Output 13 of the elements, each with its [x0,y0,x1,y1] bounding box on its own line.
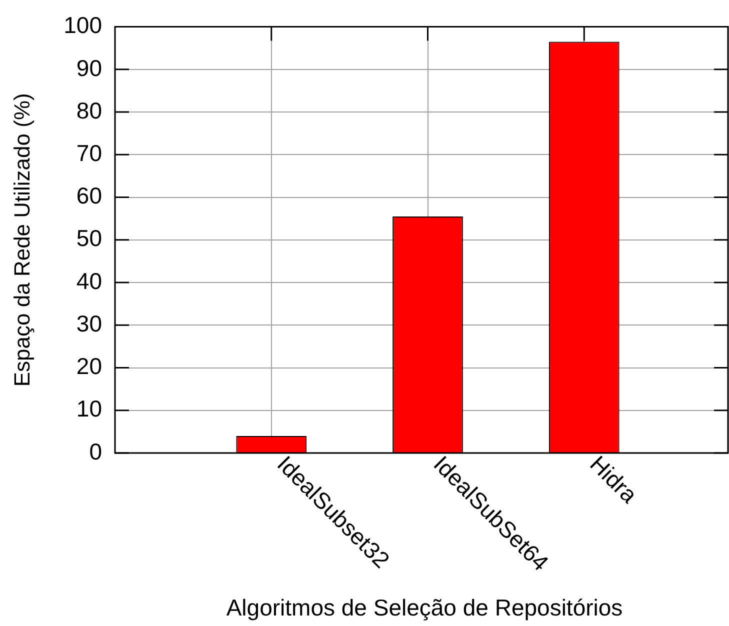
y-tick-label: 20 [76,353,102,380]
y-tick-label: 80 [76,97,102,124]
y-axis-title: Espaço da Rede Utilizado (%) [9,93,34,387]
y-tick-label: 50 [76,225,102,252]
y-tick-label: 0 [89,438,102,464]
y-tick-label: 60 [76,182,102,209]
y-tick-label: 10 [76,396,102,422]
y-tick-label: 70 [76,140,102,166]
x-axis-title: Algoritmos de Seleção de Repositórios [226,594,623,620]
y-tick-label: 90 [76,54,102,81]
y-tick-label: 40 [76,268,102,294]
y-tick-label: 100 [64,12,102,38]
y-tick-label: 30 [76,310,102,336]
